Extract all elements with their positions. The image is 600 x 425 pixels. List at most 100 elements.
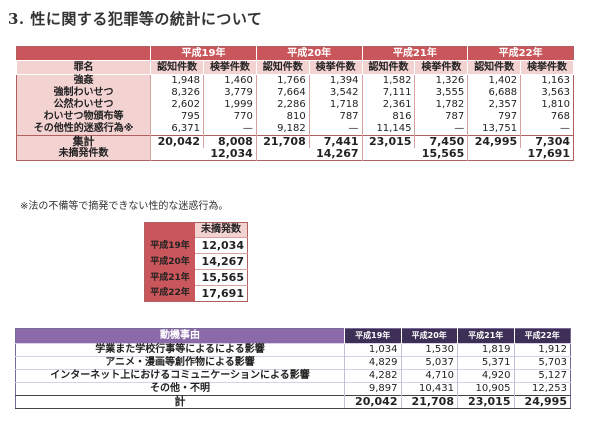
crime-name: 公然わいせつ [16, 99, 151, 111]
table-cell: 3,563 [520, 87, 574, 99]
table-cell: 24,995 [467, 135, 521, 148]
table-cell: 6,688 [467, 87, 521, 99]
table-cell: 1,394 [308, 74, 363, 87]
table-row: その他性的迷惑行為※ 6,371—9,182—11,145—13,751— [16, 123, 574, 136]
motive-name: アニメ・漫画等創作物による影響 [15, 356, 345, 370]
motive-name: インターネット上におけるコミュニケーションによる影響 [15, 369, 345, 383]
recognized-count-header: 認知件数 [467, 60, 522, 75]
table-cell: 4,282 [344, 369, 401, 383]
table-cell: 15,565 [361, 148, 468, 161]
motive-name: 学業また学校行事等によるによる影響 [15, 343, 345, 357]
unclosed-value: 12,034 [195, 237, 248, 254]
table-cell: 816 [361, 111, 415, 123]
motive-total-row: 計 20,042 21,708 23,015 24,995 [15, 395, 571, 409]
motive-header: 動機事由 [15, 328, 345, 344]
table-cell: 6,371 [150, 123, 204, 136]
table-cell: — [414, 123, 468, 136]
table-cell: 7,664 [255, 87, 310, 99]
page-title: 3. 性に関する犯罪等の統計について [8, 10, 263, 28]
table-cell: 797 [467, 111, 521, 123]
sub-header-row: 罪名 認知件数 検挙件数 認知件数 検挙件数 認知件数 検挙件数 認知件数 検挙… [15, 60, 574, 75]
table-cell: 3,779 [203, 87, 257, 99]
table-cell: 12,034 [150, 148, 257, 161]
table-cell: 21,708 [255, 135, 310, 148]
table-cell: 1,402 [467, 74, 521, 87]
table-cell: 5,037 [400, 356, 458, 370]
crime-name: わいせつ物頒布等 [16, 111, 151, 123]
footnote: ※法の不備等で摘発できない性的な迷惑行為。 [20, 201, 229, 212]
year-header: 平成20年 [255, 46, 363, 61]
table-cell: 9,897 [344, 382, 401, 396]
table-cell: 1,912 [513, 343, 571, 357]
year-header: 平成22年 [467, 46, 574, 61]
table-cell: 1,582 [361, 74, 415, 87]
table-cell: 768 [520, 111, 574, 123]
table-row: 強姦 1,948 1,460 1,766 1,394 1,582 1,326 1,402 1,1… [16, 74, 574, 87]
table-cell: 2,361 [361, 99, 415, 111]
table-cell: 21,708 [400, 395, 458, 409]
table-cell: 23,015 [361, 135, 415, 148]
table-cell: 11,145 [361, 123, 415, 136]
recognized-count-header: 認知件数 [150, 60, 205, 75]
motive-header-row: 動機事由 平成19年 平成20年 平成21年 平成22年 [15, 328, 571, 344]
table-cell: 7,441 [308, 135, 363, 148]
table-cell: 1,948 [150, 74, 204, 87]
crime-name: その他性的迷惑行為※ [16, 123, 151, 136]
crime-name-header: 罪名 [15, 60, 152, 75]
year-header: 平成19年 [150, 46, 257, 61]
table-cell: 8,326 [150, 87, 204, 99]
table-row: わいせつ物頒布等 795 770 810 787 816 787 797 768 [16, 111, 574, 123]
table-cell: 5,127 [513, 369, 571, 383]
table-cell: 20,042 [150, 135, 204, 148]
table-cell: — [520, 123, 574, 136]
year-label: 平成21年 [144, 269, 195, 286]
table-cell: — [203, 123, 257, 136]
table-row: 学業また学校行事等によるによる影響 1,034 1,530 1,819 1,912 [15, 343, 571, 357]
motive-name: その他・不明 [15, 382, 345, 396]
small-header-row: 未摘発数 [144, 222, 248, 238]
table-cell: 1,326 [414, 74, 468, 87]
table-cell: 9,182 [255, 123, 310, 136]
table-cell: 7,304 [520, 135, 574, 148]
table-cell: 13,751 [467, 123, 521, 136]
table-cell: 7,450 [414, 135, 468, 148]
year-label: 平成19年 [144, 237, 195, 254]
unclosed-value: 15,565 [195, 269, 248, 286]
crime-name: 強姦 [16, 74, 151, 87]
year-header: 平成21年 [361, 46, 468, 61]
year-label: 平成22年 [144, 285, 195, 302]
table-cell: 23,015 [457, 395, 514, 409]
crime-statistics-table: 平成19年 平成20年 平成21年 平成22年 罪名 認知件数 検挙件数 認知件… [15, 46, 574, 161]
motive-total-label: 計 [15, 395, 345, 409]
table-row: 平成19年 12,034 [144, 237, 248, 254]
table-cell: 1,819 [457, 343, 514, 357]
table-cell: 5,371 [457, 356, 514, 370]
year-header-row: 平成19年 平成20年 平成21年 平成22年 [16, 46, 574, 61]
table-row: 平成20年 14,267 [144, 253, 248, 270]
header-corner [144, 222, 195, 238]
table-cell: 3,555 [414, 87, 468, 99]
table-cell: 2,357 [467, 99, 521, 111]
table-row: 公然わいせつ 2,602 1,999 2,286 1,718 2,361 1,782 2,35… [16, 99, 574, 111]
table-row: 平成22年 17,691 [144, 285, 248, 302]
table-cell: — [308, 123, 363, 136]
table-cell: 12,253 [513, 382, 571, 396]
table-cell: 7,111 [361, 87, 415, 99]
table-cell: 5,703 [513, 356, 571, 370]
table-cell: 1,530 [400, 343, 458, 357]
table-cell: 4,920 [457, 369, 514, 383]
unclosed-value: 14,267 [195, 253, 248, 270]
year-header: 平成20年 [400, 328, 458, 344]
year-header: 平成22年 [513, 328, 571, 344]
arrest-count-header: 検挙件数 [308, 60, 363, 75]
table-row: アニメ・漫画等創作物による影響 4,829 5,037 5,371 5,703 [15, 356, 571, 370]
table-cell: 20,042 [344, 395, 401, 409]
table-cell: 795 [150, 111, 204, 123]
recognized-count-header: 認知件数 [255, 60, 310, 75]
table-cell: 10,431 [400, 382, 458, 396]
table-row: 平成21年 15,565 [144, 269, 248, 286]
year-header: 平成19年 [344, 328, 401, 344]
table-cell: 14,267 [255, 148, 363, 161]
table-cell: 1,460 [203, 74, 257, 87]
table-cell: 810 [255, 111, 310, 123]
